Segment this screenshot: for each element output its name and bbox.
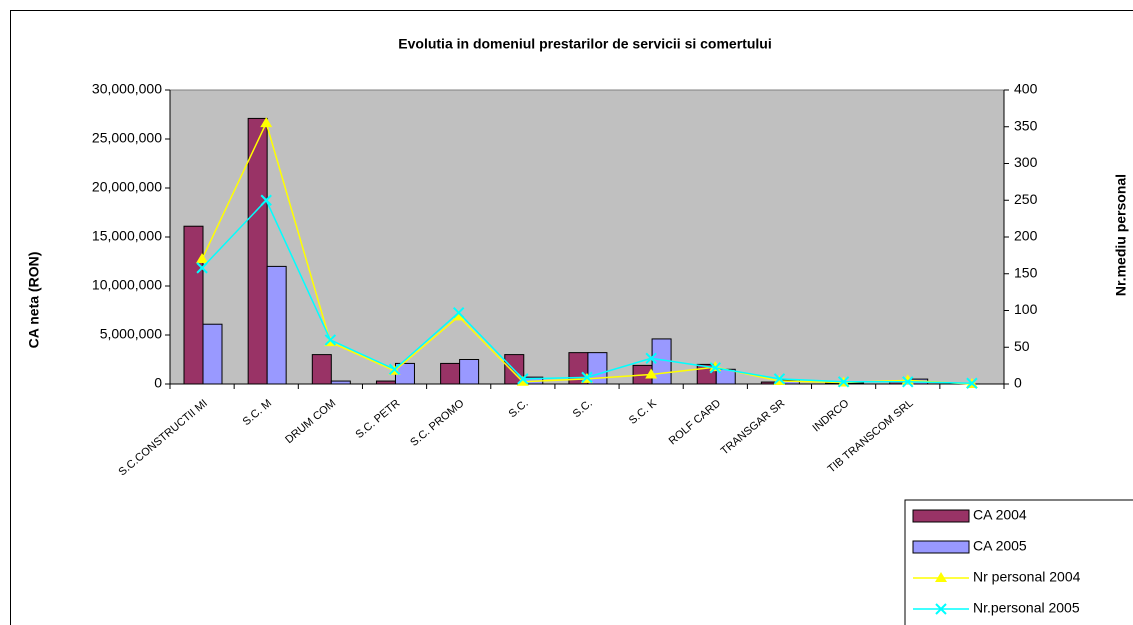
line-marker (260, 194, 272, 206)
legend-label: Nr personal 2004 (973, 569, 1081, 585)
line-marker (645, 352, 657, 364)
bar (375, 380, 396, 385)
y-tick-label: 0 (154, 375, 162, 391)
y-axis-title: CA neta (RON) (26, 252, 42, 349)
y-tick-label: 15,000,000 (92, 228, 162, 244)
y2-axis-title: Nr.mediu personal (1113, 174, 1129, 296)
line-marker (966, 377, 978, 389)
y-tick-label: 5,000,000 (100, 326, 162, 342)
line-marker (837, 376, 850, 388)
y2-tick-label: 300 (1014, 154, 1038, 170)
legend-label: Nr.personal 2005 (973, 600, 1080, 616)
bar (266, 265, 287, 385)
legend-marker (935, 603, 947, 615)
line-marker (517, 373, 529, 385)
bar (202, 323, 223, 385)
y2-tick-label: 400 (1014, 81, 1038, 97)
legend-swatch (912, 540, 970, 554)
line-marker (196, 262, 208, 274)
y-tick-label: 10,000,000 (92, 277, 162, 293)
bar (183, 225, 204, 385)
bar (311, 354, 332, 385)
bar (459, 359, 480, 385)
bar (330, 380, 351, 385)
y-tick-label: 25,000,000 (92, 130, 162, 146)
plot-area (169, 89, 1005, 385)
line-marker (452, 310, 465, 321)
line-marker (452, 306, 465, 319)
y2-tick-label: 200 (1014, 228, 1038, 244)
legend-label: CA 2005 (973, 538, 1027, 554)
line-marker (388, 363, 401, 376)
legend-label: CA 2004 (973, 507, 1027, 523)
line-marker (581, 371, 593, 384)
line-marker (645, 368, 658, 379)
bar (247, 117, 268, 385)
y2-tick-label: 350 (1014, 117, 1038, 133)
chart-title: Evolutia in domeniul prestarilor de serv… (398, 36, 771, 52)
y-tick-label: 20,000,000 (92, 179, 162, 195)
line-marker (773, 373, 786, 385)
y2-tick-label: 250 (1014, 191, 1038, 207)
bar (440, 362, 461, 385)
y2-tick-label: 100 (1014, 301, 1038, 317)
y2-tick-label: 0 (1014, 375, 1022, 391)
line-marker (516, 375, 529, 386)
line-marker (902, 376, 914, 388)
y2-tick-label: 50 (1014, 338, 1030, 354)
line-marker (196, 253, 209, 264)
legend-swatch (912, 509, 970, 523)
y2-tick-label: 150 (1014, 264, 1038, 280)
line-marker (709, 362, 722, 374)
line-marker (260, 117, 273, 128)
line-marker (324, 334, 337, 346)
legend-marker (935, 572, 947, 582)
y-tick-label: 30,000,000 (92, 81, 162, 97)
